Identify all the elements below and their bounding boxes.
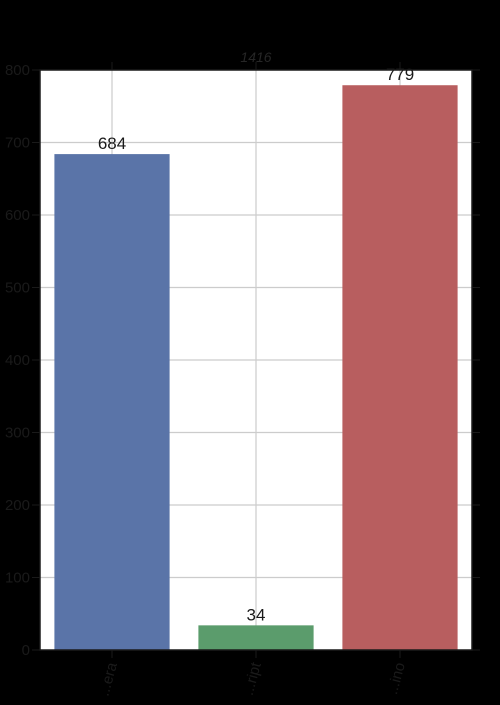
axes	[32, 62, 480, 658]
y-tick-label: 500	[5, 280, 30, 297]
y-tick-label: 600	[5, 207, 30, 224]
y-tick-labels: 0 100 200 300 400 500 600 700 800	[5, 62, 30, 659]
y-tick-label: 300	[5, 425, 30, 442]
x-tick-label: ...ino	[384, 661, 409, 697]
bar-value-label: 779	[386, 65, 414, 84]
bar-value-labels: 684 34 779	[98, 65, 414, 624]
plot-frame	[39, 69, 473, 651]
x-tick-label: ...era	[96, 660, 121, 698]
bar-value-label: 34	[247, 605, 266, 624]
chart-title: 1416	[240, 49, 271, 65]
x-tick-label: ...ript	[240, 660, 265, 697]
y-tick-label: 800	[5, 62, 30, 79]
y-tick-label: 0	[22, 642, 30, 659]
y-tick-label: 100	[5, 570, 30, 587]
bar-3	[342, 85, 458, 651]
y-tick-label: 200	[5, 497, 30, 514]
x-tick-labels: ...era ...ript ...ino	[96, 660, 409, 698]
y-tick-label: 400	[5, 352, 30, 369]
bar-1	[54, 154, 170, 650]
bars	[54, 85, 458, 651]
bar-value-label: 684	[98, 134, 126, 153]
y-tick-label: 700	[5, 135, 30, 152]
bar-2	[198, 625, 314, 650]
